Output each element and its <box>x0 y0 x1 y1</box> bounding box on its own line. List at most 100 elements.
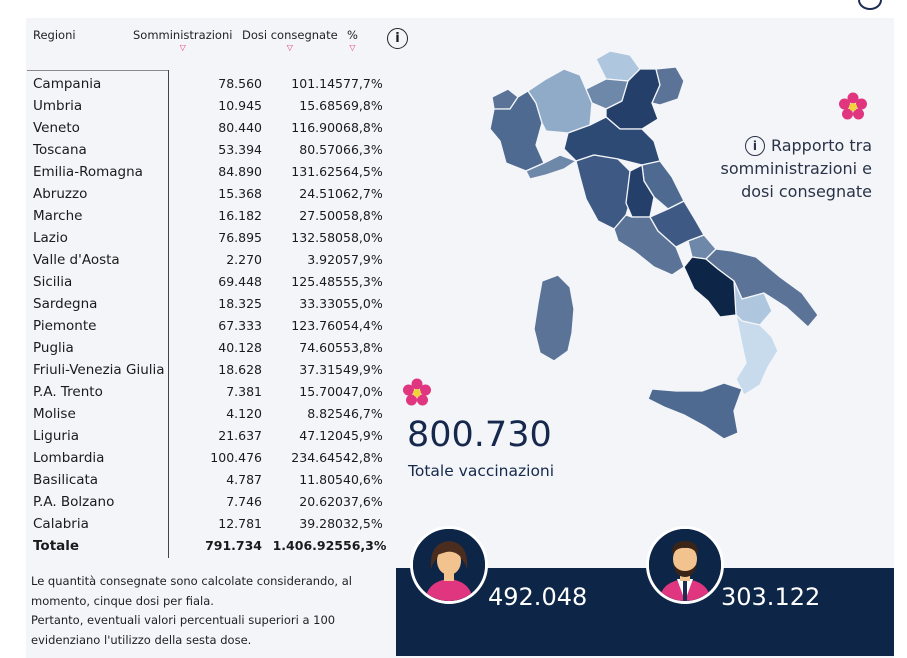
administered-value: 16.182 <box>218 208 262 223</box>
administered-value: 80.440 <box>218 120 262 135</box>
region-name: Toscana <box>33 142 87 158</box>
region-name: P.A. Trento <box>33 384 103 400</box>
region-name: Valle d'Aosta <box>33 252 120 268</box>
delivered-value: 47.120 <box>299 428 343 443</box>
delivered-value: 3.920 <box>307 252 343 267</box>
administered-value: 4.787 <box>226 472 262 487</box>
region-name: Lazio <box>33 230 68 246</box>
administered-value: 10.945 <box>218 98 262 113</box>
corner-icon <box>858 0 882 10</box>
administered-value: 15.368 <box>218 186 262 201</box>
table-divider <box>27 70 168 71</box>
administered-value: 21.637 <box>218 428 262 443</box>
percent-value: 40,6% <box>343 472 383 487</box>
percent-value: 37,6% <box>343 494 383 509</box>
delivered-value: 15.700 <box>299 384 343 399</box>
region-veneto[interactable] <box>605 68 661 130</box>
table-column-divider <box>168 70 169 558</box>
percent-value: 77,7% <box>343 76 383 91</box>
men-count: 303.122 <box>721 583 821 611</box>
percent-value: 47,0% <box>343 384 383 399</box>
delivered-value: 234.645 <box>291 450 343 465</box>
percent-value: 55,3% <box>343 274 383 289</box>
percent-value: 68,8% <box>343 120 383 135</box>
flower-icon <box>403 378 431 406</box>
delivered-value: 8.825 <box>307 406 343 421</box>
total-delivered: 1.406.925 <box>272 538 343 553</box>
administered-value: 40.128 <box>218 340 262 355</box>
region-lombardia[interactable] <box>527 68 593 134</box>
man-avatar-icon <box>646 526 724 604</box>
header-percent[interactable]: % ▽ <box>347 28 358 52</box>
region-friuli[interactable] <box>651 66 685 106</box>
footnote: Le quantità consegnate sono calcolate co… <box>31 572 391 650</box>
footnote-line: momento, cinque dosi per fiala. <box>31 593 214 608</box>
delivered-value: 39.280 <box>299 516 343 531</box>
administered-value: 12.781 <box>218 516 262 531</box>
info-icon[interactable]: i <box>387 28 408 49</box>
delivered-value: 116.900 <box>291 120 343 135</box>
delivered-value: 27.500 <box>299 208 343 223</box>
info-icon[interactable]: i <box>744 136 765 156</box>
region-sardegna[interactable] <box>533 274 575 362</box>
region-name: Sicilia <box>33 274 73 290</box>
header-somministrazioni-label: Somministrazioni <box>133 28 233 42</box>
administered-value: 84.890 <box>218 164 262 179</box>
percent-value: 57,9% <box>343 252 383 267</box>
map-legend: i Rapporto tra somministrazioni e dosi co… <box>700 134 872 203</box>
percent-value: 64,5% <box>343 164 383 179</box>
percent-value: 42,8% <box>343 450 383 465</box>
footnote-line: evidenziano l'utilizzo della sesta dose. <box>31 632 252 647</box>
total-pct: 56,3% <box>343 538 387 553</box>
flower-icon <box>839 92 867 120</box>
region-name: Friuli-Venezia Giulia <box>33 362 165 378</box>
woman-avatar-icon <box>410 526 488 604</box>
administered-value: 69.448 <box>218 274 262 289</box>
region-name: Emilia-Romagna <box>33 164 143 180</box>
header-regioni[interactable]: Regioni <box>33 28 76 42</box>
italy-map[interactable] <box>480 45 820 445</box>
administered-value: 100.476 <box>210 450 262 465</box>
header-somministrazioni[interactable]: Somministrazioni ▽ <box>133 28 232 52</box>
region-sicilia[interactable] <box>647 382 743 440</box>
header-dosi-label: Dosi consegnate <box>242 28 338 42</box>
delivered-value: 37.315 <box>299 362 343 377</box>
delivered-value: 101.145 <box>291 76 343 91</box>
region-liguria[interactable] <box>525 154 577 180</box>
footnote-line: Pertanto, eventuali valori percentuali s… <box>31 613 336 627</box>
percent-value: 58,0% <box>343 230 383 245</box>
delivered-value: 123.760 <box>291 318 343 333</box>
percent-value: 32,5% <box>343 516 383 531</box>
region-name: Campania <box>33 76 102 92</box>
total-vaccinations-label: Totale vaccinazioni <box>408 462 555 480</box>
footnote-line: Le quantità consegnate sono calcolate co… <box>31 574 352 588</box>
legend-line: Rapporto tra <box>770 136 872 155</box>
delivered-value: 131.625 <box>291 164 343 179</box>
total-administered: 791.734 <box>205 538 262 553</box>
region-lazio[interactable] <box>613 214 685 276</box>
percent-value: 45,9% <box>343 428 383 443</box>
header-dosi-consegnate[interactable]: Dosi consegnate ▽ <box>242 28 338 52</box>
region-piemonte[interactable] <box>489 90 545 172</box>
sort-triangle-icon[interactable]: ▽ <box>179 43 186 52</box>
administered-value: 7.746 <box>226 494 262 509</box>
header-regioni-label: Regioni <box>33 28 76 42</box>
percent-value: 54,4% <box>343 318 383 333</box>
percent-value: 62,7% <box>343 186 383 201</box>
administered-value: 67.333 <box>218 318 262 333</box>
region-calabria[interactable] <box>735 314 779 396</box>
percent-value: 69,8% <box>343 98 383 113</box>
percent-value: 46,7% <box>343 406 383 421</box>
sort-triangle-icon[interactable]: ▽ <box>349 43 356 52</box>
total-label: Totale <box>33 538 80 554</box>
sort-triangle-icon[interactable]: ▽ <box>286 43 293 52</box>
region-name: Marche <box>33 208 83 224</box>
administered-value: 18.325 <box>218 296 262 311</box>
table-panel <box>26 18 396 658</box>
percent-value: 55,0% <box>343 296 383 311</box>
delivered-value: 11.805 <box>299 472 343 487</box>
administered-value: 4.120 <box>226 406 262 421</box>
region-name: Veneto <box>33 120 80 136</box>
administered-value: 18.628 <box>218 362 262 377</box>
region-umbria[interactable] <box>625 164 655 218</box>
